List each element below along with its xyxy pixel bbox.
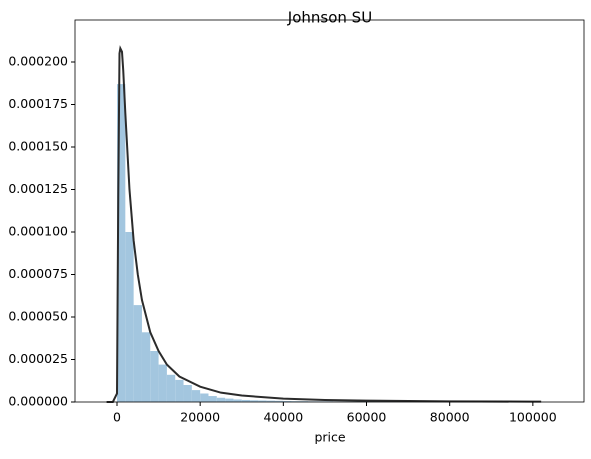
bar <box>208 396 216 402</box>
y-tick-label: 0.000000 <box>8 394 68 409</box>
y-tick-label: 0.000025 <box>8 351 68 366</box>
x-tick-label: 60000 <box>347 410 387 425</box>
bar <box>142 332 150 402</box>
x-tick-label: 80000 <box>430 410 470 425</box>
x-tick-label: 0 <box>113 410 121 425</box>
y-tick-label: 0.000175 <box>8 96 68 111</box>
bar <box>125 232 133 402</box>
x-tick-label: 40000 <box>263 410 303 425</box>
x-tick-label: 20000 <box>180 410 220 425</box>
plot-frame <box>75 20 584 402</box>
x-axis-label: price <box>314 430 345 445</box>
density-line <box>107 48 542 402</box>
y-tick-label: 0.000050 <box>8 308 68 323</box>
chart-title: Johnson SU <box>287 9 372 27</box>
bar <box>159 365 167 402</box>
bar <box>134 305 142 402</box>
y-tick-label: 0.000075 <box>8 266 68 281</box>
bar <box>150 351 158 402</box>
bar <box>217 398 225 402</box>
x-tick-label: 100000 <box>509 410 557 425</box>
bar <box>167 375 175 402</box>
bar <box>184 385 192 402</box>
bar <box>175 380 183 402</box>
y-tick-label: 0.000150 <box>8 138 68 153</box>
bar <box>225 399 233 402</box>
y-tick-label: 0.000200 <box>8 53 68 68</box>
bar <box>192 390 200 402</box>
y-tick-label: 0.000100 <box>8 223 68 238</box>
y-tick-label: 0.000125 <box>8 181 68 196</box>
bar <box>200 393 208 402</box>
